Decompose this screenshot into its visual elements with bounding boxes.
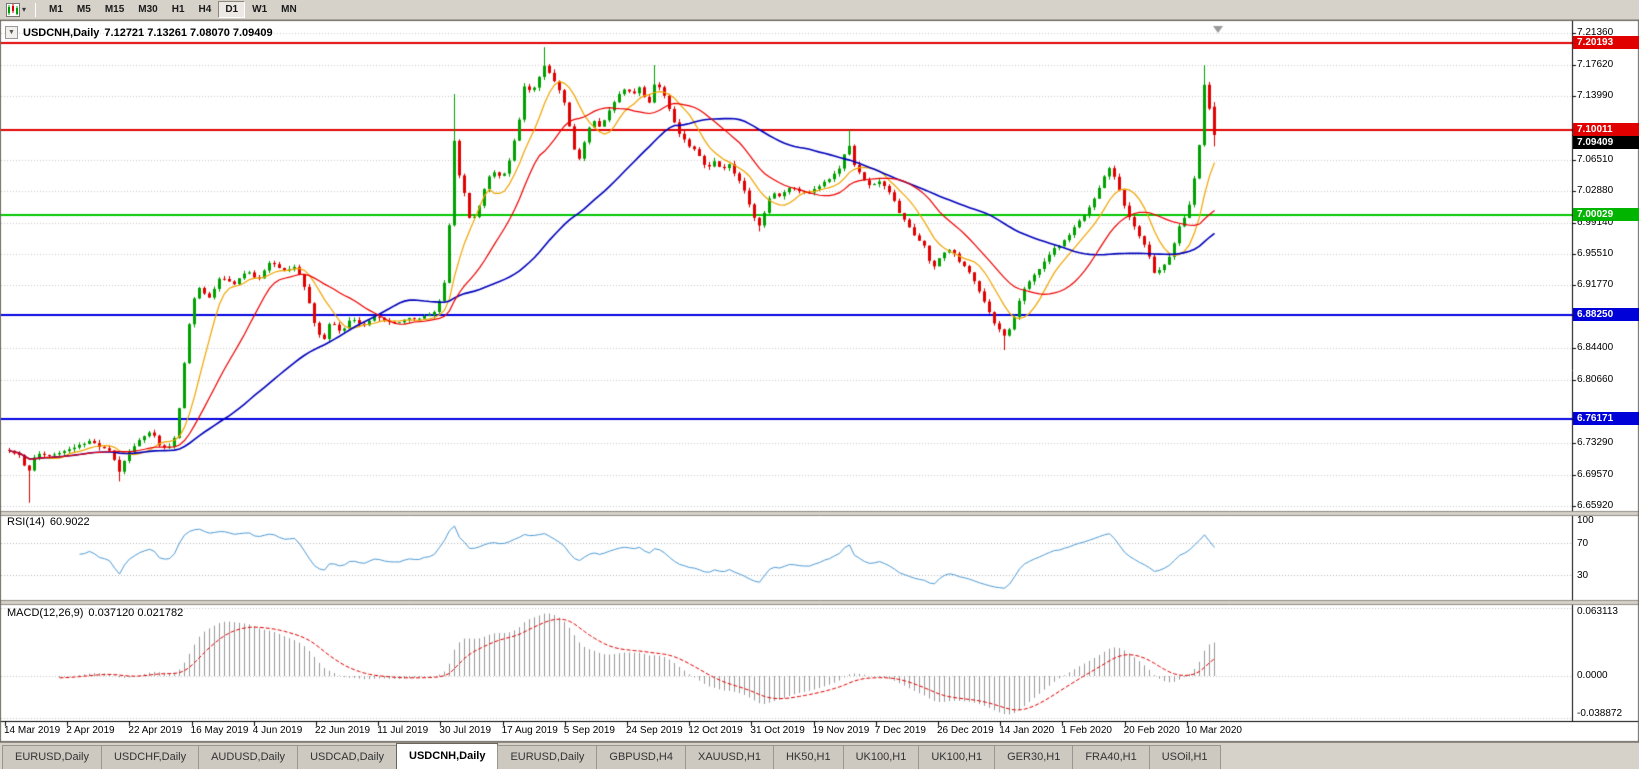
tab-hk50-h1[interactable]: HK50,H1 [772,745,844,769]
timeframe-m5[interactable]: M5 [76,4,91,15]
date-label: 14 Jan 2020 [999,725,1055,736]
tab-xauusd-h1[interactable]: XAUUSD,H1 [684,745,774,769]
tab-gbpusd-h4[interactable]: GBPUSD,H4 [596,745,686,769]
tab-usdchf-daily[interactable]: USDCHF,Daily [100,745,200,769]
tab-usdcad-daily[interactable]: USDCAD,Daily [297,745,398,769]
timeframe-w1[interactable]: W1 [252,4,268,15]
chart-tab-bar: EURUSD,Daily USDCHF,Daily AUDUSD,Daily USDC… [0,742,1639,769]
date-label: 4 Jun 2019 [252,725,303,736]
rsi-scale-label: 100 [1577,515,1594,526]
level-price-badge: 7.20193 [1573,35,1639,49]
timeframe-h4[interactable]: H4 [198,4,212,15]
rsi-scale-label: 30 [1577,569,1589,581]
tab-eurusd-daily[interactable]: EURUSD,Daily [2,745,102,769]
level-price-badge: 6.76171 [1573,411,1639,425]
level-price-badge: 6.88250 [1573,308,1639,322]
tab-uk100-h1[interactable]: UK100,H1 [918,745,996,769]
price-scale-label: 7.21360 [1577,27,1614,38]
tab-ger30-h1[interactable]: GER30,H1 [994,745,1074,769]
tab-usdcnh-daily[interactable]: USDCNH,Daily [396,743,499,769]
timeframe-buttons: M1 M5 M15 M30 H1 H4 D1 W1 MN [42,1,304,18]
macd-scale-label: 0.0000 [1577,670,1608,681]
price-scale-label: 6.84400 [1577,342,1614,354]
level-price-badge: 7.10011 [1573,122,1639,136]
date-label: 30 Jul 2019 [439,725,492,736]
rsi-name: RSI(14) [7,516,45,528]
timeframe-mn[interactable]: MN [281,4,297,15]
date-label: 26 Dec 2019 [937,725,994,736]
date-label: 10 Mar 2020 [1185,725,1242,736]
chart-title: ▼ USDCNH,Daily 7.12721 7.13261 7.08070 7… [5,26,273,39]
price-scale-label: 7.06510 [1577,153,1614,165]
rsi-scale-label: 70 [1577,538,1589,550]
price-scale-label: 6.95510 [1577,247,1614,259]
price-scale-label: 7.17620 [1577,58,1614,70]
date-label: 24 Sep 2019 [626,725,683,736]
chart-canvas[interactable] [0,20,1639,742]
price-scale-label: 6.65920 [1577,500,1614,511]
date-label: 17 Aug 2019 [501,725,558,736]
price-scale-label: 7.02880 [1577,184,1614,196]
tab-audusd-daily[interactable]: AUDUSD,Daily [198,745,299,769]
rsi-indicator-label: RSI(14) 60.9022 [7,516,95,528]
tab-uk100-h1[interactable]: UK100,H1 [842,745,920,769]
date-label: 16 May 2019 [190,725,249,736]
date-label: 2 Apr 2019 [66,725,115,736]
timeframe-m1[interactable]: M1 [49,4,63,15]
macd-name: MACD(12,26,9) [7,607,84,619]
price-scale-label: 6.73290 [1577,437,1614,449]
dropdown-caret-icon: ▾ [22,5,27,14]
rsi-value: 60.9022 [49,516,90,528]
macd-scale-label: 0.063113 [1577,606,1618,617]
candlestick-chart-icon [6,2,20,17]
tab-eurusd-daily[interactable]: EURUSD,Daily [497,745,598,769]
date-label: 31 Oct 2019 [750,725,805,736]
chart-title-symbol: USDCNH,Daily [23,26,100,39]
date-label: 22 Apr 2019 [128,725,183,736]
tab-usoil-h1[interactable]: USOil,H1 [1148,745,1221,769]
timeframe-h1[interactable]: H1 [171,4,185,15]
chart-title-ohlc: 7.12721 7.13261 7.08070 7.09409 [104,26,273,39]
timeframe-d1[interactable]: D1 [218,1,246,18]
date-label: 12 Oct 2019 [688,725,743,736]
chart-window: ▼ USDCNH,Daily 7.12721 7.13261 7.08070 7… [0,20,1639,742]
timeframe-toolbar: ▾ M1 M5 M15 M30 H1 H4 D1 W1 MN [0,0,1639,20]
tab-fra40-h1[interactable]: FRA40,H1 [1072,745,1150,769]
level-price-badge: 7.00029 [1573,207,1639,221]
date-label: 19 Nov 2019 [812,725,870,736]
timeframe-m30[interactable]: M30 [138,4,158,15]
date-label: 1 Feb 2020 [1061,725,1112,736]
price-scale-label: 7.13990 [1577,89,1614,101]
price-scale-label: 6.69570 [1577,468,1614,480]
toolbar-separator [35,2,37,17]
price-scale-label: 6.99140 [1577,216,1614,228]
chart-collapse-button[interactable]: ▼ [5,26,18,39]
date-label: 5 Sep 2019 [563,725,615,736]
price-scale-label: 6.91770 [1577,279,1614,291]
date-label: 14 Mar 2019 [4,725,61,736]
macd-indicator-label: MACD(12,26,9) 0.037120 0.021782 [7,607,188,619]
date-label: 7 Dec 2019 [874,725,926,736]
macd-scale-label: -0.038872 [1577,708,1623,719]
date-label: 22 Jun 2019 [315,725,371,736]
current-price-badge: 7.09409 [1573,135,1639,149]
chart-type-button[interactable]: ▾ [3,1,29,19]
macd-values: 0.037120 0.021782 [88,607,184,619]
timeframe-m15[interactable]: M15 [104,4,125,15]
price-scale-label: 6.80660 [1577,374,1614,386]
date-label: 20 Feb 2020 [1123,725,1180,736]
date-label: 11 Jul 2019 [377,725,429,736]
